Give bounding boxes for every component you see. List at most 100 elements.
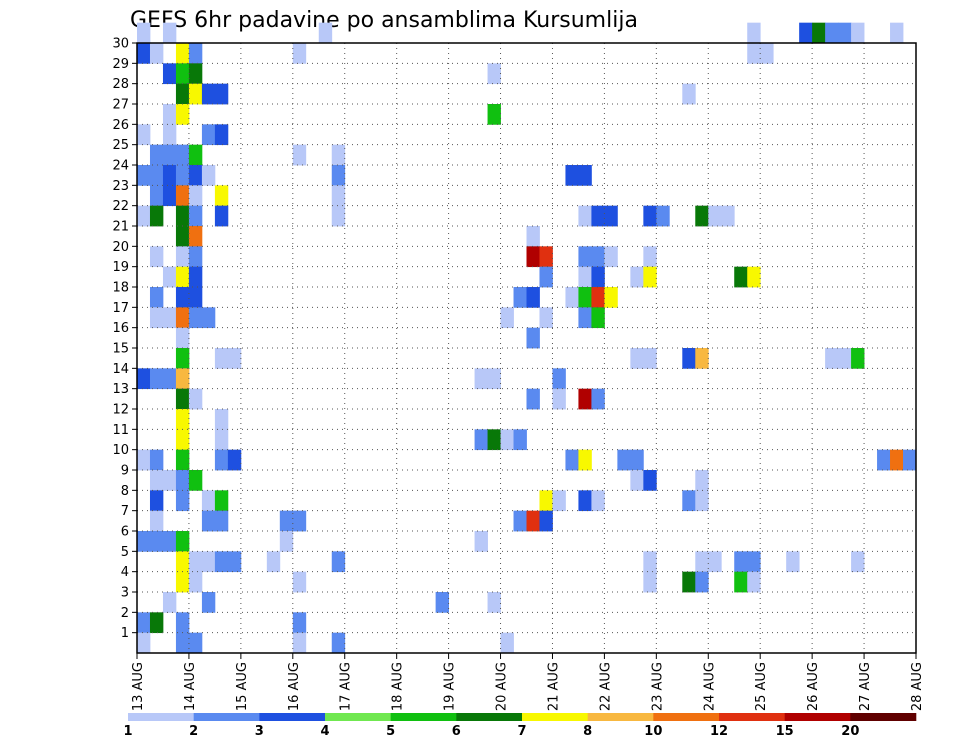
heatmap-cell	[578, 449, 592, 471]
heatmap-cell	[734, 551, 748, 573]
heatmap-cell	[487, 63, 501, 85]
heatmap-cell	[162, 470, 177, 491]
heatmap-cell	[175, 327, 190, 349]
heatmap-cell	[292, 144, 307, 166]
heatmap-cell	[565, 287, 579, 308]
heatmap-cell	[695, 551, 709, 573]
colorbar-label: 3	[255, 724, 264, 739]
heatmap-cell	[643, 205, 657, 227]
heatmap-cell	[487, 592, 501, 613]
y-tick-label: 29	[112, 57, 129, 72]
heatmap-cell	[137, 22, 151, 44]
heatmap-cell	[137, 205, 151, 227]
heatmap-cell	[175, 226, 190, 247]
heatmap-cell	[682, 490, 696, 512]
heatmap-cell	[331, 551, 346, 573]
heatmap-cell	[591, 205, 605, 227]
x-tick-label: 28 AUG	[910, 662, 925, 711]
heatmap-cell	[526, 246, 540, 268]
heatmap-cell	[175, 571, 190, 593]
heatmap-cell	[331, 165, 346, 186]
heatmap-cell	[188, 205, 203, 227]
heatmap-cell	[682, 348, 696, 369]
y-tick-label: 1	[121, 626, 129, 641]
heatmap-cell	[734, 571, 748, 593]
x-axis-ticks: 13 AUG 14 AUG 15 AUG 16 AUG 17 AUG 18 AUG 19 A…	[131, 653, 925, 711]
heatmap-cell	[201, 490, 216, 512]
heatmap-cell	[630, 348, 644, 369]
colorbar-swatch	[193, 713, 260, 721]
heatmap-cell	[695, 490, 709, 512]
heatmap-cell	[266, 551, 281, 573]
heatmap-cell	[162, 22, 177, 44]
y-tick-label: 18	[112, 281, 129, 296]
heatmap-cell	[227, 449, 242, 471]
colorbar-label: 6	[452, 724, 461, 739]
heatmap-cell	[487, 104, 501, 125]
heatmap-cell	[162, 165, 177, 186]
heatmap-cell	[162, 185, 177, 207]
heatmap-cell	[149, 510, 164, 532]
heatmap-cell	[292, 612, 307, 634]
y-tick-label: 6	[121, 525, 129, 540]
y-tick-label: 5	[121, 545, 129, 560]
heatmap-cell	[279, 510, 294, 532]
heatmap-cell	[682, 571, 696, 593]
heatmap-cell	[137, 43, 151, 64]
heatmap-cell	[137, 612, 151, 634]
heatmap-cell	[175, 185, 190, 207]
heatmap-cells	[137, 22, 917, 654]
colorbar-label: 20	[841, 724, 859, 739]
heatmap-cell	[137, 449, 151, 471]
heatmap-cell	[630, 470, 644, 491]
heatmap-cell	[591, 490, 605, 512]
heatmap-cell	[591, 287, 605, 308]
heatmap-cell	[201, 551, 216, 573]
heatmap-cell	[137, 632, 151, 654]
heatmap-cell	[734, 266, 748, 288]
heatmap-cell	[526, 388, 540, 410]
colorbar: 1 2 3 4 5 6 7 8 10 12 15 20	[123, 713, 917, 739]
heatmap-cell	[591, 307, 605, 329]
y-tick-label: 7	[121, 504, 129, 519]
heatmap-cell	[137, 531, 151, 552]
heatmap-cell	[292, 571, 307, 593]
y-tick-label: 2	[121, 606, 129, 621]
heatmap-cell	[604, 246, 618, 268]
heatmap-cell	[214, 205, 229, 227]
heatmap-cell	[643, 571, 657, 593]
heatmap-cell	[175, 388, 190, 410]
heatmap-cell	[318, 22, 333, 44]
heatmap-cell	[214, 490, 229, 512]
colorbar-label: 1	[123, 724, 132, 739]
chart-title: GEFS 6hr padavine po ansamblima Kursumli…	[130, 8, 638, 33]
heatmap-cell	[149, 368, 164, 390]
heatmap-cell	[162, 368, 177, 390]
heatmap-cell	[175, 531, 190, 552]
heatmap-cell	[578, 307, 592, 329]
heatmap-cell	[578, 165, 592, 186]
colorbar-swatch	[456, 713, 523, 721]
y-tick-label: 11	[112, 423, 129, 438]
heatmap-cell	[149, 307, 164, 329]
heatmap-cell	[188, 144, 203, 166]
heatmap-cell	[500, 632, 514, 654]
y-tick-label: 22	[112, 199, 129, 214]
heatmap-cell	[188, 266, 203, 288]
heatmap-cell	[513, 287, 527, 308]
heatmap-cell	[643, 266, 657, 288]
heatmap-cell	[838, 22, 852, 44]
heatmap-cell	[188, 470, 203, 491]
heatmap-cell	[825, 22, 839, 44]
heatmap-cell	[682, 83, 696, 105]
heatmap-cell	[331, 632, 346, 654]
heatmap-cell	[539, 510, 553, 532]
heatmap-cell	[162, 144, 177, 166]
x-tick-label: 27 AUG	[858, 662, 873, 711]
heatmap-cell	[188, 632, 203, 654]
heatmap-cell	[201, 124, 216, 146]
heatmap-cell	[162, 104, 177, 125]
heatmap-cell	[695, 470, 709, 491]
y-tick-label: 21	[112, 220, 129, 235]
